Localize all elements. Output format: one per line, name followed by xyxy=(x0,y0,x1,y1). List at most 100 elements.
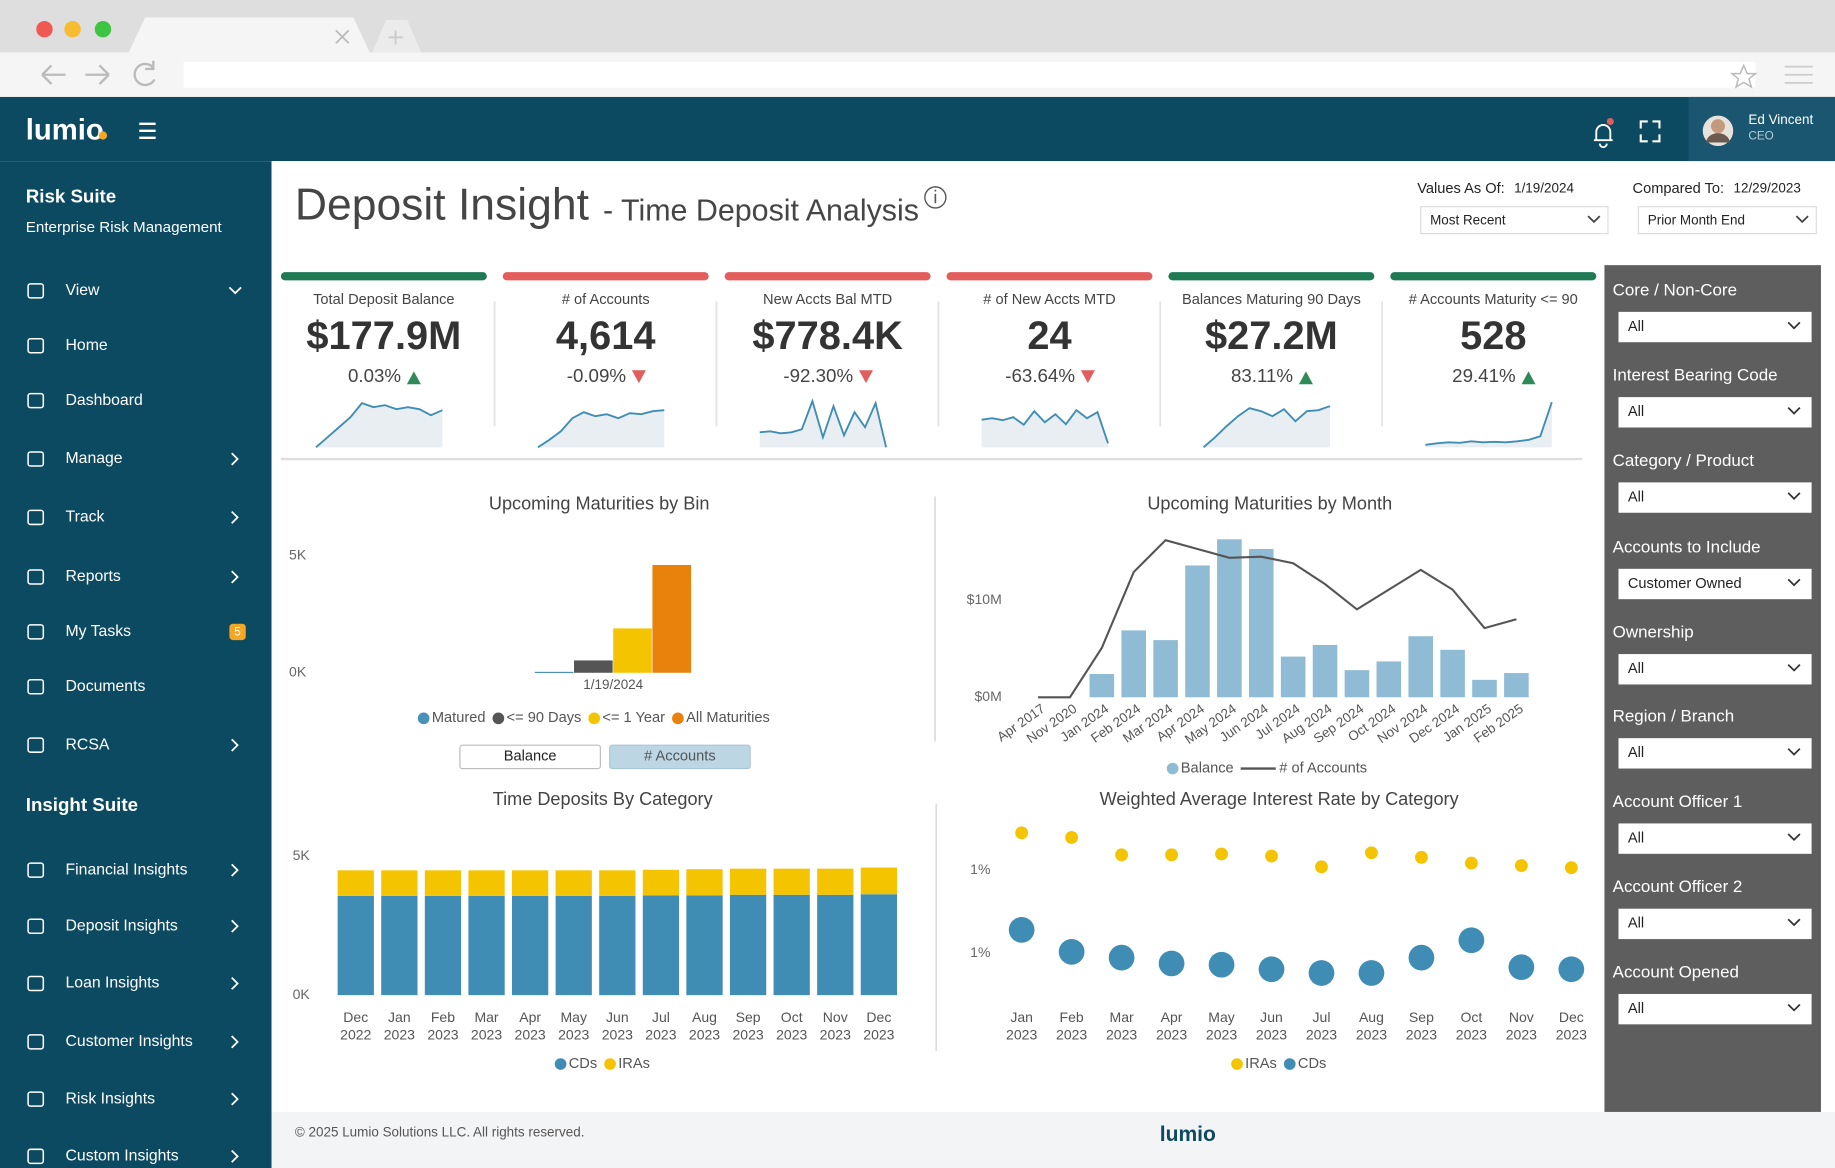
tab-close[interactable] xyxy=(335,29,350,44)
kpi-value: 4,614 xyxy=(556,314,656,358)
minimize-dot[interactable] xyxy=(64,21,81,38)
filter-label: Category / Product xyxy=(1613,451,1755,470)
nav-item[interactable]: Dashboard xyxy=(66,392,143,409)
x-tick-label: 2023 xyxy=(1156,1027,1187,1043)
filter-dropdown[interactable] xyxy=(1618,993,1812,1025)
browser-tab[interactable] xyxy=(128,17,370,53)
nav-item[interactable]: Loan Insights xyxy=(66,975,160,992)
bar xyxy=(1121,630,1146,698)
address-bar[interactable] xyxy=(183,61,1756,88)
nav-icon xyxy=(27,392,45,409)
nav-item[interactable]: Home xyxy=(66,337,108,354)
toggle-button[interactable] xyxy=(609,744,751,770)
x-tick-label: Nov xyxy=(1509,1009,1534,1025)
nav-item[interactable]: Custom Insights xyxy=(66,1148,179,1165)
point xyxy=(1464,856,1478,870)
legend-swatch xyxy=(588,712,601,725)
x-tick-label: Jan xyxy=(1010,1009,1033,1025)
badge-count: 5 xyxy=(234,626,241,639)
filter-label: Interest Bearing Code xyxy=(1613,366,1778,385)
nav-item[interactable]: Risk Insights xyxy=(66,1090,156,1107)
close-dot[interactable] xyxy=(36,21,53,38)
app-header xyxy=(0,96,1835,162)
filter-dropdown[interactable] xyxy=(1618,908,1812,940)
bar-segment xyxy=(642,869,680,896)
dropdown[interactable] xyxy=(1420,206,1609,235)
filter-dropdown[interactable] xyxy=(1618,654,1812,685)
reload-button[interactable] xyxy=(133,60,156,87)
x-tick-label: Dec xyxy=(1559,1009,1584,1025)
nav-item[interactable]: RCSA xyxy=(66,736,110,753)
chevron xyxy=(1787,321,1801,330)
legend-swatch xyxy=(492,712,505,725)
bar-segment xyxy=(555,870,592,896)
legend-label: # of Accounts xyxy=(1279,760,1367,776)
new-tab[interactable] xyxy=(372,19,422,53)
x-tick-label: Jan xyxy=(388,1009,411,1025)
x-tick-label: Oct xyxy=(1460,1009,1482,1025)
toggle-button[interactable] xyxy=(459,744,601,770)
suite-subtitle: Enterprise Risk Management xyxy=(26,219,223,236)
y-tick-label: 5K xyxy=(289,547,307,563)
fullscreen-button[interactable] xyxy=(1639,120,1661,143)
point xyxy=(1414,850,1428,864)
sparkline-area xyxy=(537,410,665,448)
filter-dropdown[interactable] xyxy=(1618,311,1812,343)
bar-segment xyxy=(599,870,636,896)
bar-segment xyxy=(686,895,723,996)
nav-item[interactable]: Track xyxy=(66,509,105,526)
bar-segment xyxy=(642,895,680,996)
nav-item[interactable]: Documents xyxy=(66,678,146,695)
maximize-dot[interactable] xyxy=(94,21,112,38)
bar xyxy=(1408,636,1434,698)
hamburger-menu[interactable] xyxy=(139,122,156,139)
filter-dropdown[interactable] xyxy=(1618,397,1812,428)
point xyxy=(1458,927,1485,954)
kpi-value: $177.9M xyxy=(306,314,461,358)
point xyxy=(1564,861,1578,875)
back-button[interactable] xyxy=(41,64,66,85)
bar xyxy=(1312,644,1338,698)
bookmark-star[interactable] xyxy=(1729,63,1758,89)
info-icon[interactable] xyxy=(924,186,947,209)
as-of-label: Compared To: xyxy=(1633,181,1725,197)
bar-segment xyxy=(468,895,505,996)
browser-menu[interactable] xyxy=(1784,65,1813,84)
filter-dropdown[interactable] xyxy=(1618,738,1812,769)
filter-label: Ownership xyxy=(1613,623,1694,642)
forward-button[interactable] xyxy=(85,64,110,85)
user-name: Ed Vincent xyxy=(1748,112,1813,127)
point xyxy=(1408,944,1435,971)
filter-dropdown[interactable] xyxy=(1618,482,1812,513)
x-tick-label: 2023 xyxy=(1106,1027,1137,1043)
kpi-value: 24 xyxy=(1027,314,1071,358)
bar xyxy=(1280,656,1306,698)
nav-item[interactable]: Manage xyxy=(66,450,123,467)
chevron xyxy=(231,452,239,466)
nav-item[interactable]: Financial Insights xyxy=(66,861,188,878)
bar-segment xyxy=(381,870,418,896)
x-tick-label: 2023 xyxy=(602,1027,633,1043)
filter-value: All xyxy=(1628,916,1644,932)
nav-icon xyxy=(27,1034,45,1050)
kpi-top-bar xyxy=(1390,272,1597,281)
x-tick-label: 2023 xyxy=(1306,1027,1337,1043)
nav-item[interactable]: My Tasks xyxy=(66,623,132,640)
nav-item[interactable]: Reports xyxy=(66,568,121,585)
bar xyxy=(1376,661,1402,698)
chevron xyxy=(1787,578,1801,587)
nav-item[interactable]: Deposit Insights xyxy=(66,917,178,934)
sparkline-area xyxy=(1203,406,1330,448)
x-tick-label: Dec xyxy=(343,1009,368,1025)
nav-item[interactable]: Customer Insights xyxy=(66,1033,193,1050)
filter-dropdown[interactable] xyxy=(1618,823,1812,854)
chevron xyxy=(1787,918,1801,927)
notifications-bell[interactable] xyxy=(1593,124,1613,149)
point xyxy=(1165,848,1179,862)
dropdown[interactable] xyxy=(1637,206,1817,235)
filter-dropdown[interactable] xyxy=(1618,568,1812,600)
filter-value: All xyxy=(1628,661,1644,677)
x-tick-label: 2023 xyxy=(1206,1027,1237,1043)
nav-icon xyxy=(27,283,45,299)
nav-item[interactable]: View xyxy=(66,282,101,299)
